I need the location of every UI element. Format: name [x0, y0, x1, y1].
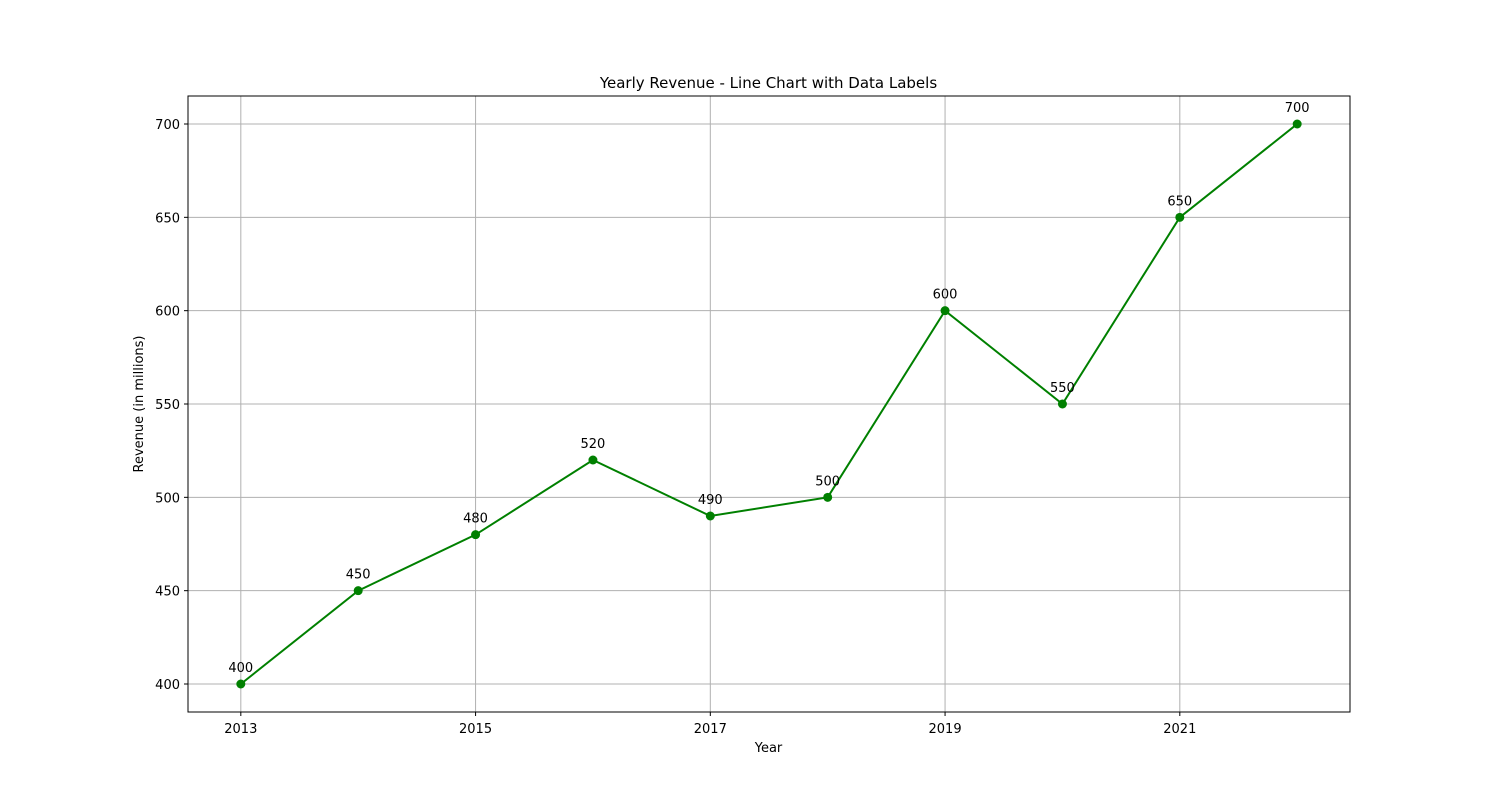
data-point [236, 679, 246, 689]
grid [188, 96, 1350, 712]
data-label: 480 [463, 512, 488, 527]
x-tick-label: 2015 [459, 722, 492, 737]
y-tick-label: 500 [155, 491, 180, 506]
y-tick-label: 400 [155, 678, 180, 693]
x-tick-label: 2013 [224, 722, 257, 737]
y-tick-label: 700 [155, 118, 180, 133]
y-tick-label: 600 [155, 305, 180, 320]
data-point [353, 586, 363, 596]
y-tick-label: 550 [155, 398, 180, 413]
data-point [1057, 399, 1067, 409]
data-label: 520 [581, 437, 606, 452]
x-axis-title: Year [754, 741, 783, 756]
y-axis-title: Revenue (in millions) [132, 336, 147, 473]
data-point [588, 455, 598, 465]
series-line [240, 123, 1298, 685]
data-point [940, 306, 950, 316]
series-layer [236, 119, 1302, 689]
y-tick-label: 450 [155, 585, 180, 600]
data-label: 550 [1050, 381, 1075, 396]
axis-ticks: 2013 2015 2017 2019 2021 400 450 500 550 600 650 70… [155, 118, 1196, 737]
data-point [823, 492, 833, 502]
data-point [471, 530, 481, 540]
data-point [1175, 212, 1185, 222]
chart-title: Yearly Revenue - Line Chart with Data La… [599, 74, 938, 92]
data-label: 650 [1167, 194, 1192, 209]
data-point [1292, 119, 1302, 129]
data-label: 500 [815, 474, 840, 489]
data-label: 700 [1285, 101, 1310, 116]
data-label: 450 [346, 568, 371, 583]
y-tick-label: 650 [155, 211, 180, 226]
data-point [705, 511, 715, 521]
data-label: 490 [698, 493, 723, 508]
x-tick-label: 2017 [694, 722, 727, 737]
x-tick-label: 2021 [1163, 722, 1196, 737]
data-label: 400 [228, 661, 253, 676]
x-tick-label: 2019 [929, 722, 962, 737]
data-labels: 400 450 480 520 490 500 600 550 650 700 [228, 101, 1309, 676]
data-label: 600 [933, 288, 958, 303]
